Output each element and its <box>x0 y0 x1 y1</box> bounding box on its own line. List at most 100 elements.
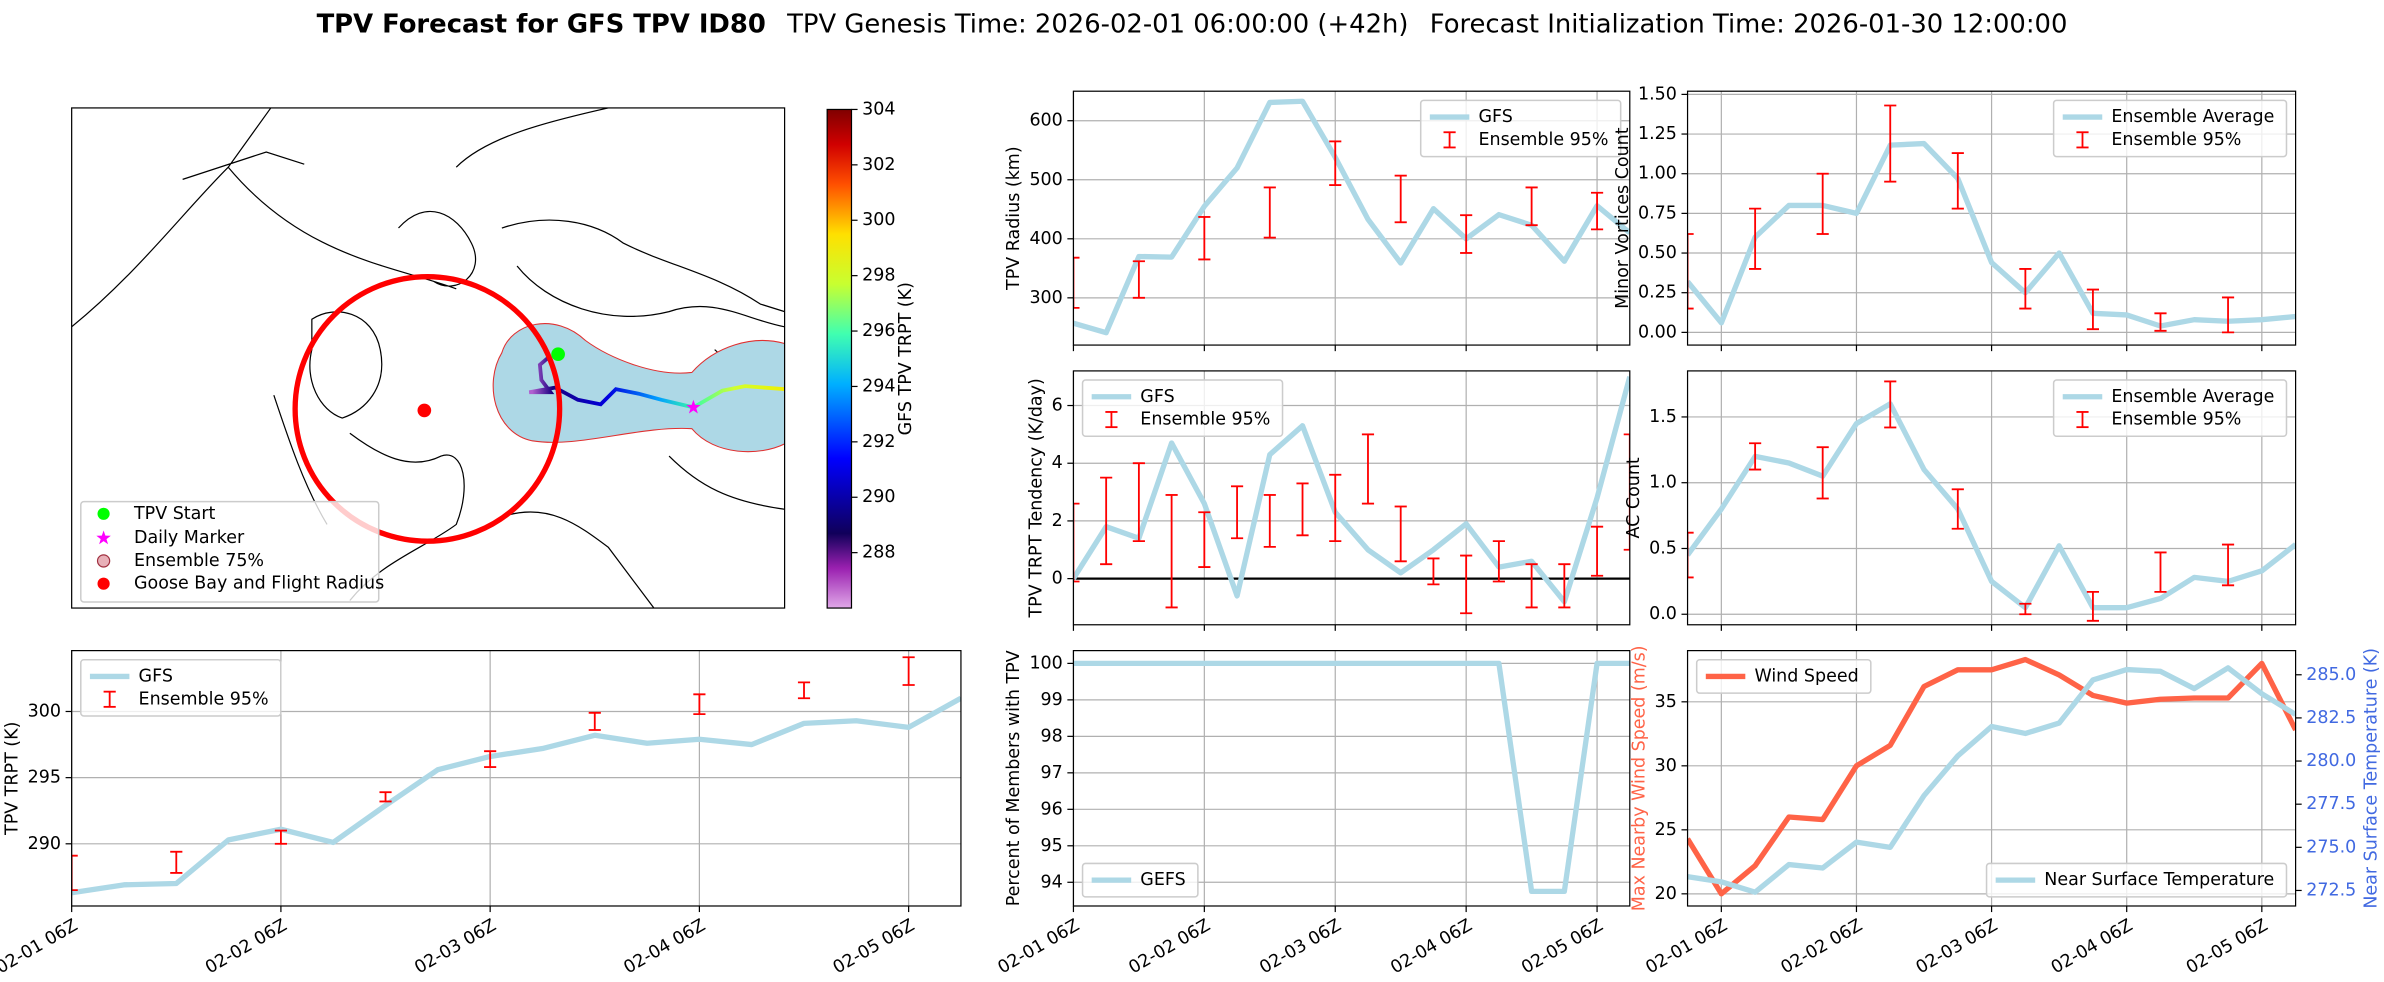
legend-box <box>2052 99 2288 158</box>
panel: 0 2 4 6 TPV TRPT Tendency (K/day) GFS Ensemble… <box>1026 370 1631 631</box>
colorbar-tick-label: 300 <box>862 210 895 230</box>
y-tick-label: 295 <box>28 768 61 788</box>
legend-box <box>80 658 282 717</box>
y-tick-label: 600 <box>1029 111 1062 131</box>
y-axis-label: TPV TRPT (K) <box>2 722 22 836</box>
axes-frame <box>1072 370 1631 626</box>
y-tick-label: 290 <box>28 834 61 854</box>
y-tick-label: 0.50 <box>1638 243 1677 263</box>
series-line <box>1687 665 2296 895</box>
colorbar-tick-label: 304 <box>862 99 895 119</box>
y-tick-label: 30 <box>1655 756 1677 776</box>
legend-box <box>1985 862 2288 898</box>
axes-frame <box>1686 90 2297 346</box>
x-tick-label: 02-04 06Z <box>621 916 709 979</box>
series-line <box>1687 656 2296 897</box>
y-tick-label: 97 <box>1041 763 1063 783</box>
tpv-track <box>528 354 785 410</box>
legend: Wind Speed <box>1695 658 1872 694</box>
legend: Ensemble Average Ensemble 95% <box>2052 99 2288 158</box>
legend-marker <box>97 577 110 590</box>
y-tick-label: 282.5 <box>2306 708 2356 728</box>
legend-label: GFS <box>1478 107 1512 127</box>
legend: GEFS <box>1081 862 1199 898</box>
x-tick-label: 02-01 06Z <box>1643 916 1731 979</box>
x-tick-label: 02-03 06Z <box>1913 916 2001 979</box>
y-tick-label: 277.5 <box>2306 794 2356 814</box>
y-tick-label: 99 <box>1041 690 1063 710</box>
y-tick-label: 272.5 <box>2306 880 2356 900</box>
y-tick-label: 25 <box>1655 820 1677 840</box>
y-tick-label: 100 <box>1029 653 1062 673</box>
y-axis-label: AC Count <box>1624 457 1644 538</box>
figure-title: TPV Forecast for GFS TPV ID80 TPV Genesis… <box>317 9 2068 39</box>
y-axis-label: Max Nearby Wind Speed (m/s) <box>1629 645 1649 911</box>
y-tick-label: 6 <box>1052 396 1063 416</box>
y-tick-label: 0.75 <box>1638 203 1677 223</box>
flight-radius <box>292 274 563 544</box>
legend-box <box>1081 379 1284 438</box>
legend-label: GEFS <box>1140 870 1185 890</box>
coastline <box>71 107 785 328</box>
y-tick-label: 1.00 <box>1638 164 1677 184</box>
legend-label: Ensemble 95% <box>1478 130 1608 150</box>
y2-axis-label: Near Surface Temperature (K) <box>2361 648 2381 909</box>
legend-label: Near Surface Temperature <box>2044 870 2274 890</box>
legend-box <box>1419 99 1622 158</box>
x-tick-label: 02-05 06Z <box>1518 916 1606 979</box>
legend-label: Wind Speed <box>1754 666 1858 686</box>
y-tick-label: 20 <box>1655 884 1677 904</box>
x-tick-label: 02-03 06Z <box>1256 916 1344 979</box>
x-tick-label: 02-03 06Z <box>411 916 499 979</box>
series-line <box>1073 660 1630 895</box>
panel: 02-01 06Z 02-02 06Z 02-03 06Z 02-04 06Z 02-0… <box>1629 645 2381 978</box>
series-line <box>1687 140 2296 329</box>
panel: 02-01 06Z 02-02 06Z 02-03 06Z 02-04 06Z 02-0… <box>0 650 962 979</box>
legend-box <box>80 500 380 603</box>
legend-box <box>2052 379 2288 438</box>
series-line <box>71 695 961 896</box>
y-tick-label: 275.0 <box>2306 837 2356 857</box>
legend-label: Daily Marker <box>134 528 245 548</box>
colorbar-label: GFS TPV TRPT (K) <box>896 282 916 435</box>
x-tick-label: 02-01 06Z <box>0 916 81 979</box>
legend-label: Ensemble 95% <box>139 689 269 709</box>
tpv-start <box>551 347 565 362</box>
legend-label: GFS <box>1140 387 1174 407</box>
legend-label: Ensemble 95% <box>2111 410 2241 430</box>
legend: GFS Ensemble 95% <box>1081 379 1284 438</box>
y-tick-label: 1.25 <box>1638 124 1677 144</box>
legend-label: TPV Start <box>133 504 216 524</box>
y-tick-label: 98 <box>1041 726 1063 746</box>
y-tick-label: 0 <box>1052 569 1063 589</box>
x-tick-label: 02-04 06Z <box>1387 916 1475 979</box>
y-tick-label: 300 <box>1029 288 1062 308</box>
series-line <box>1073 375 1630 605</box>
legend-label: Goose Bay and Flight Radius <box>134 574 384 594</box>
legend-label: Ensemble 95% <box>1140 410 1270 430</box>
y-tick-label: 500 <box>1029 170 1062 190</box>
colorbar-tick-label: 294 <box>862 376 895 396</box>
axes-frame <box>1072 650 1631 907</box>
y-tick-label: 0.25 <box>1638 283 1677 303</box>
legend-marker <box>97 507 110 520</box>
legend-box <box>1695 658 1872 694</box>
title-main: TPV Forecast for GFS TPV ID80 <box>317 9 766 39</box>
y-tick-label: 2 <box>1052 511 1063 531</box>
colorbar <box>826 108 853 609</box>
y-tick-label: 1.5 <box>1649 407 1677 427</box>
x-tick-label: 02-04 06Z <box>2048 916 2136 979</box>
colorbar-tick-label: 298 <box>862 266 895 286</box>
map-legend: TPV Start Daily Marker Ensemble 75% Goos… <box>80 500 384 603</box>
map-frame <box>71 107 786 609</box>
y-tick-label: 4 <box>1052 453 1063 473</box>
legend: Ensemble Average Ensemble 95% <box>2052 379 2288 438</box>
axes-frame <box>1072 90 1631 346</box>
colorbar-tick-label: 288 <box>862 543 895 563</box>
y-tick-label: 96 <box>1041 799 1063 819</box>
axes-frame <box>71 650 962 907</box>
x-tick-label: 02-02 06Z <box>1778 916 1866 979</box>
legend-label: Ensemble 95% <box>2111 130 2241 150</box>
